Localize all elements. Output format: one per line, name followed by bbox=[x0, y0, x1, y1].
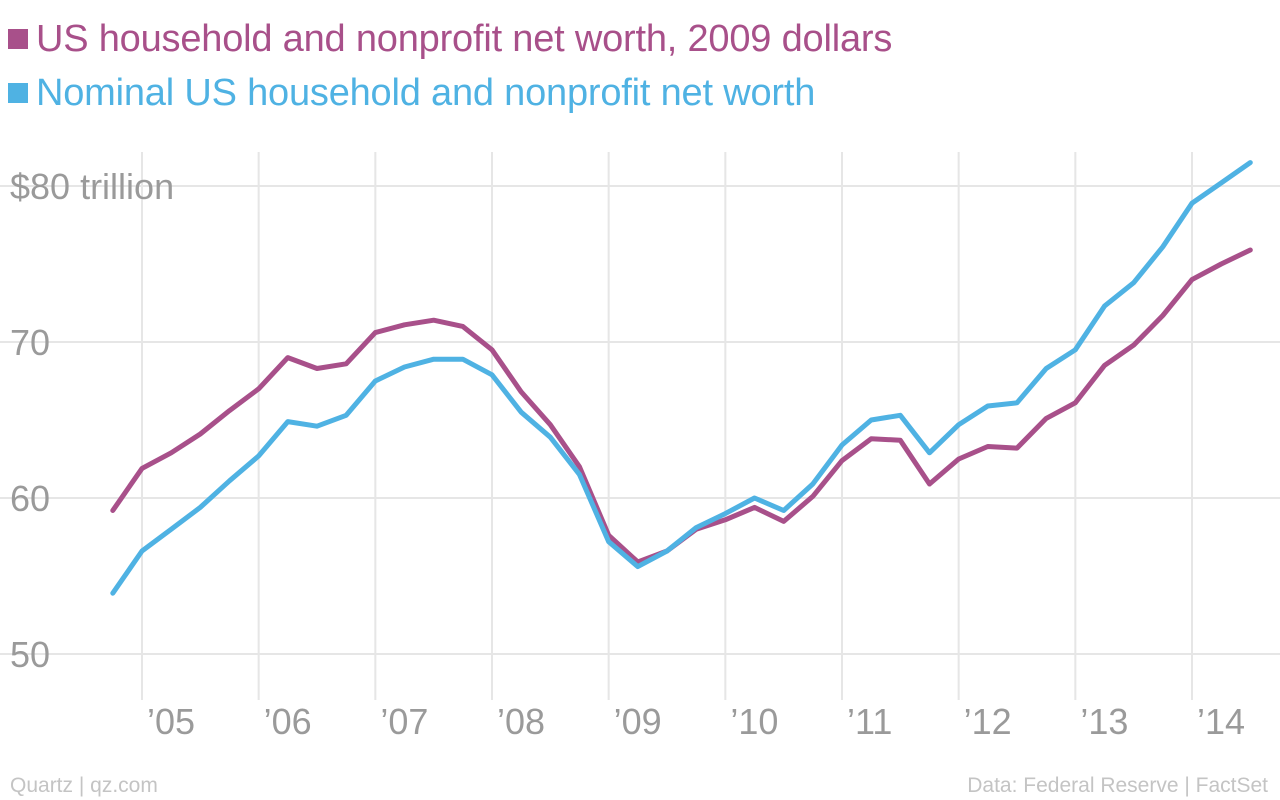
legend-swatch-real-dollars bbox=[8, 29, 28, 49]
x-tick-label: ’10 bbox=[730, 701, 778, 742]
series-lines bbox=[110, 160, 1253, 596]
y-tick-label: 70 bbox=[10, 322, 50, 363]
legend-item-real-dollars: US household and nonprofit net worth, 20… bbox=[8, 12, 892, 66]
legend-label-real-dollars: US household and nonprofit net worth, 20… bbox=[36, 17, 893, 60]
x-tick-label: ’09 bbox=[614, 701, 662, 742]
x-tick-label: ’11 bbox=[847, 701, 892, 742]
x-tick-label: ’13 bbox=[1080, 701, 1128, 742]
legend-item-nominal: Nominal US household and nonprofit net w… bbox=[8, 66, 892, 120]
x-axis-ticks: ’05 ’06 ’07 ’08 ’09 ’10 ’11 ’12 ’13 ’14 bbox=[147, 701, 1245, 742]
y-tick-label: 50 bbox=[10, 634, 50, 675]
grid-lines bbox=[0, 152, 1280, 700]
legend: US household and nonprofit net worth, 20… bbox=[8, 12, 892, 120]
y-tick-label: 60 bbox=[10, 478, 50, 519]
x-tick-label: ’07 bbox=[380, 701, 428, 742]
data-source: Data: Federal Reserve | FactSet bbox=[967, 774, 1268, 797]
x-tick-label: ’06 bbox=[264, 701, 312, 742]
y-tick-label: $80 trillion bbox=[10, 166, 174, 207]
y-axis-ticks: $80 trillion 70 60 50 bbox=[10, 166, 174, 675]
legend-label-nominal: Nominal US household and nonprofit net w… bbox=[36, 71, 816, 114]
series-line-real-dollars bbox=[110, 247, 1253, 565]
x-tick-label: ’08 bbox=[497, 701, 545, 742]
source-credit: Quartz | qz.com bbox=[10, 774, 158, 797]
x-tick-label: ’14 bbox=[1197, 701, 1245, 742]
x-tick-label: ’05 bbox=[147, 701, 195, 742]
x-tick-label: ’12 bbox=[964, 701, 1012, 742]
legend-swatch-nominal bbox=[8, 83, 28, 103]
series-line-nominal bbox=[110, 160, 1253, 596]
